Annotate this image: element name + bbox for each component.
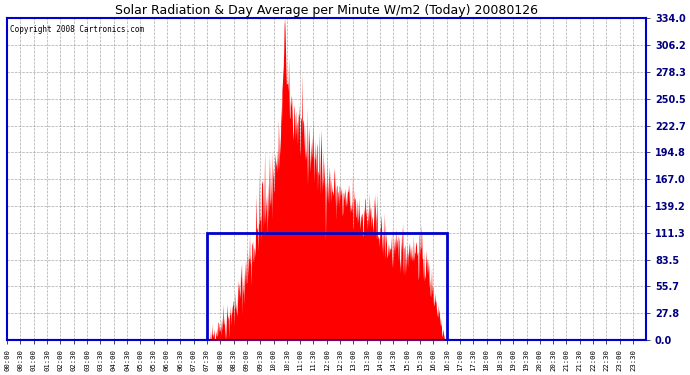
Text: Copyright 2008 Cartronics.com: Copyright 2008 Cartronics.com bbox=[10, 25, 144, 34]
Title: Solar Radiation & Day Average per Minute W/m2 (Today) 20080126: Solar Radiation & Day Average per Minute… bbox=[115, 4, 538, 17]
Bar bbox=[207, 233, 446, 340]
